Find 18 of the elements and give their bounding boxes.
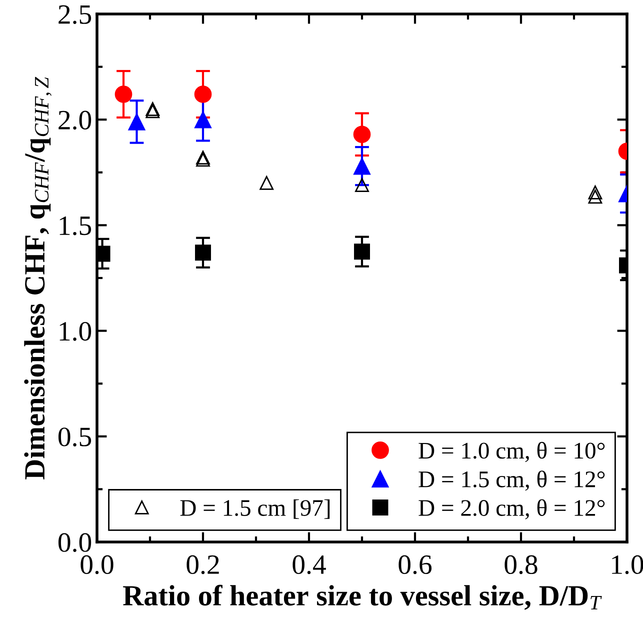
y-tick-label: 2.5: [58, 5, 92, 24]
y-tick-label: 0.5: [58, 428, 92, 446]
y-tick-label: 1.5: [60, 216, 92, 236]
legend-label: D = 1.5 cm, θ = 12°: [418, 470, 605, 491]
y-tick-label: 0.0: [58, 533, 92, 552]
y-tick-label: 2.0: [58, 110, 92, 130]
y-tick-label: 1.0: [60, 322, 92, 341]
legend-label: D = 2.0 cm, θ = 12°: [418, 499, 605, 520]
legend-label: D = 1.5 cm [97]: [180, 499, 330, 519]
x-axis-title: Ratio of heater size to vessel size, D/D$_{T}$: [123, 584, 602, 610]
x-tick-label: 0.2: [186, 555, 219, 574]
y-axis-title: Dimensionless CHF, q$_{CHF}$/q$_{CHF,Z}$: [24, 76, 52, 480]
x-tick-label: 0.4: [292, 555, 326, 574]
x-tick-label: 0.8: [504, 555, 538, 574]
x-tick-label: 1.0: [612, 555, 643, 574]
x-tick-label: 0.0: [80, 555, 114, 574]
x-tick-label: 0.6: [398, 555, 432, 574]
legend-label: D = 1.0 cm, θ = 10°: [418, 442, 605, 462]
